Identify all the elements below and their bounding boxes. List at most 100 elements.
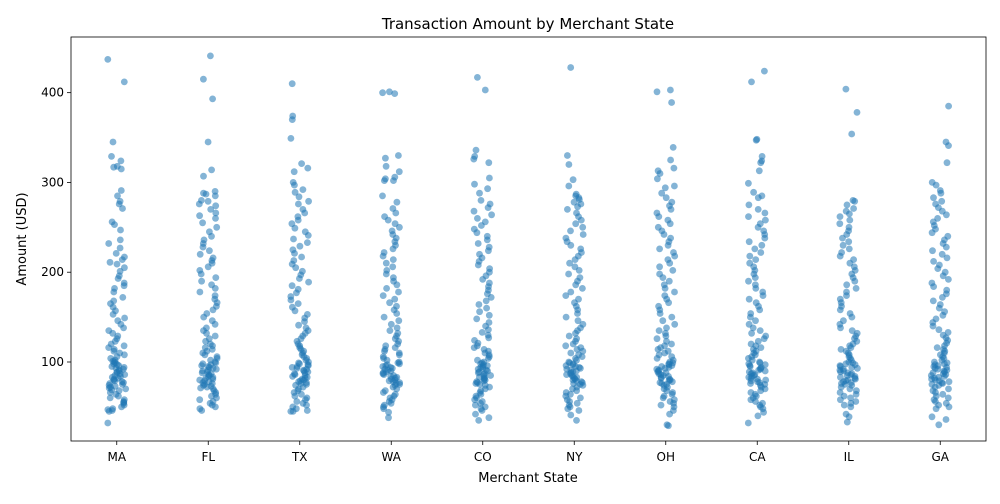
data-point-ga	[930, 283, 937, 290]
data-point-ca	[761, 209, 769, 217]
data-point-ny	[574, 317, 582, 325]
data-point-tx	[303, 407, 311, 414]
data-point-wa	[389, 256, 397, 263]
data-point-co	[474, 215, 481, 222]
data-point-wa	[389, 263, 397, 271]
data-point-ma	[110, 163, 118, 171]
data-point-fl	[211, 332, 219, 340]
data-point-ga	[939, 294, 946, 301]
data-point-ny	[579, 231, 587, 238]
data-point-fl	[207, 206, 215, 213]
data-point-ma	[114, 275, 122, 282]
data-point-co	[482, 297, 490, 305]
data-point-ga	[939, 272, 947, 280]
data-points	[104, 52, 953, 430]
data-point-co	[488, 211, 495, 219]
data-point-fl	[212, 215, 219, 222]
data-point-ga	[942, 243, 950, 251]
data-point-il	[854, 364, 861, 372]
data-point-ma	[116, 236, 124, 244]
data-point-ma	[121, 351, 128, 359]
data-point-ca	[758, 241, 766, 249]
data-point-fl	[196, 212, 204, 220]
data-point-wa	[382, 154, 389, 162]
data-point-fl	[207, 52, 214, 60]
data-point-wa	[387, 399, 395, 407]
data-point-wa	[381, 347, 388, 355]
data-point-fl	[203, 329, 210, 337]
data-point-oh	[667, 86, 674, 94]
y-axis: 100 200 300 400	[41, 86, 71, 369]
data-point-co	[472, 146, 480, 154]
x-tick-label-co: CO	[474, 450, 492, 464]
data-point-oh	[666, 410, 673, 418]
y-tick-label: 400	[41, 86, 64, 100]
data-point-il	[836, 220, 844, 228]
data-point-ma	[104, 56, 112, 63]
data-point-wa	[387, 320, 395, 328]
data-point-il	[847, 394, 854, 402]
data-point-ga	[935, 304, 943, 312]
data-point-tx	[290, 235, 297, 243]
data-point-ca	[752, 317, 759, 325]
data-point-il	[843, 281, 851, 289]
data-point-oh	[666, 220, 674, 228]
data-point-ma	[120, 282, 128, 290]
data-point-oh	[668, 313, 676, 321]
data-point-ca	[757, 159, 765, 167]
data-point-wa	[393, 385, 401, 393]
data-point-il	[853, 109, 861, 116]
data-point-il	[837, 368, 844, 376]
data-point-wa	[379, 252, 387, 260]
data-point-ca	[750, 188, 757, 196]
data-point-ny	[573, 387, 580, 395]
data-point-il	[839, 241, 847, 249]
data-point-wa	[391, 344, 399, 351]
data-point-ca	[755, 366, 763, 374]
data-point-il	[845, 238, 853, 246]
data-point-wa	[390, 177, 397, 185]
data-point-ga	[934, 365, 942, 373]
data-point-oh	[671, 288, 678, 296]
data-point-ga	[938, 250, 946, 258]
data-point-tx	[294, 300, 302, 307]
data-point-ga	[945, 142, 952, 150]
data-point-ma	[109, 329, 117, 337]
data-point-wa	[382, 259, 390, 267]
data-point-fl	[200, 75, 207, 83]
data-point-co	[485, 414, 493, 422]
data-point-ny	[567, 64, 575, 71]
data-point-ga	[945, 403, 953, 411]
data-point-wa	[380, 405, 388, 413]
data-point-ma	[116, 244, 124, 252]
data-point-co	[472, 401, 479, 409]
data-point-ma	[106, 258, 114, 266]
data-point-il	[840, 401, 848, 409]
data-point-ga	[930, 258, 937, 265]
data-point-ny	[565, 161, 573, 168]
data-point-oh	[665, 277, 673, 285]
data-point-tx	[289, 373, 296, 380]
data-point-ma	[117, 226, 124, 234]
data-point-co	[476, 381, 484, 388]
data-point-ca	[745, 179, 752, 187]
data-point-fl	[208, 232, 215, 240]
data-point-ca	[751, 245, 759, 253]
data-point-oh	[671, 182, 678, 190]
data-point-il	[842, 360, 850, 368]
data-point-co	[485, 326, 492, 334]
data-point-oh	[669, 267, 677, 274]
data-point-fl	[211, 320, 219, 328]
data-point-fl	[200, 313, 208, 321]
data-point-co	[478, 329, 486, 336]
data-point-ga	[943, 254, 951, 262]
data-point-il	[846, 385, 854, 393]
data-point-wa	[391, 90, 399, 97]
data-point-co	[485, 311, 493, 319]
data-point-ca	[744, 419, 752, 427]
data-point-tx	[299, 186, 307, 194]
data-point-oh	[661, 184, 669, 192]
data-point-ny	[564, 405, 572, 413]
data-point-co	[474, 74, 481, 81]
